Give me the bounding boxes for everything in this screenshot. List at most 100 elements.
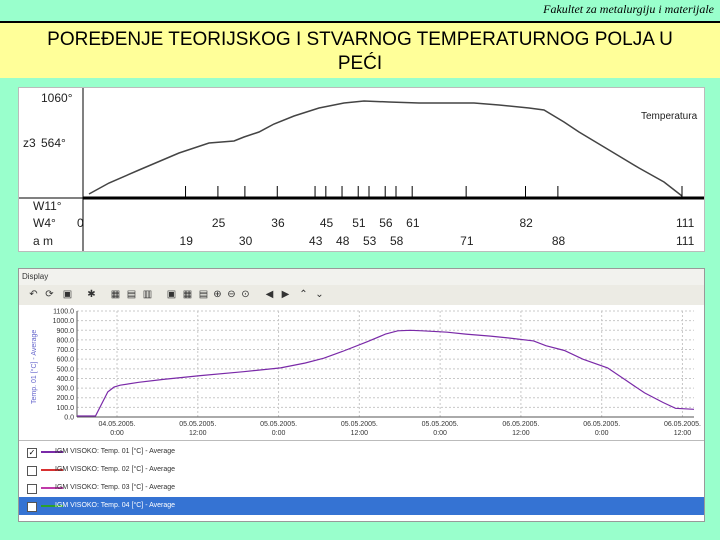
y-tick-label-7: 400.0 <box>56 376 74 383</box>
w11-position-1: 25 <box>211 216 226 230</box>
legend-checkbox-temp01[interactable]: ✓ <box>27 448 37 458</box>
save-icon[interactable]: ▣ <box>62 289 73 300</box>
theoretical-temperature-figure: 1060° z3 564° Temperatura W11° W4° a m 0… <box>18 87 705 252</box>
refresh-icon[interactable]: ⟳ <box>45 289 54 300</box>
page-title: POREĐENJE TEORIJSKOG I STVARNOG TEMPERAT… <box>0 28 720 76</box>
legend-checkbox-temp04[interactable] <box>27 502 37 512</box>
x-tick-date-4: 05.05.2005. <box>422 421 459 428</box>
row-label-w11: W11° <box>33 199 62 213</box>
zoom-in-icon[interactable]: ⊕ <box>213 289 222 300</box>
x-tick-time-4: 0:00 <box>433 430 447 437</box>
x-tick-date-1: 05.05.2005. <box>179 421 216 428</box>
title-line-2: PEĆI <box>337 53 383 74</box>
w11-position-6: 61 <box>406 216 420 230</box>
legend-checkbox-temp02[interactable] <box>27 466 37 476</box>
measured-temperature-chart: Temp. 01 [°C] - Average 1100.0 1000.0 900.0… <box>30 309 701 438</box>
legend-label-temp02: IGM VISOKO: Temp. 02 [°C] - Average <box>55 466 176 473</box>
w11-position-8: 111 <box>676 216 695 230</box>
arrow-left-icon[interactable]: ◀ <box>265 289 274 300</box>
x-tick-time-5: 12:00 <box>512 430 530 437</box>
y-tick-label-1: 1000.0 <box>53 318 75 325</box>
y-tick-label-4: 700.0 <box>56 347 74 354</box>
window-icon[interactable]: ▣ <box>166 289 177 300</box>
w11-position-3: 45 <box>319 216 334 230</box>
arrow-right-icon[interactable]: ▶ <box>281 289 290 300</box>
header-divider <box>0 21 720 23</box>
window-title: Display <box>22 272 49 281</box>
am-position-1: 30 <box>238 234 253 248</box>
tools-icon[interactable]: ✱ <box>87 289 96 300</box>
legend-label-temp04: IGM VISOKO: Temp. 04 [°C] - Average <box>55 502 176 509</box>
legend-row-temp01[interactable]: ✓ IGM VISOKO: Temp. 01 [°C] - Average <box>19 443 704 461</box>
y-tick-label-9: 200.0 <box>56 395 74 402</box>
undo-icon[interactable]: ↶ <box>29 289 38 300</box>
table-icon[interactable]: ▤ <box>126 289 137 300</box>
curve-name-label: Temperatura <box>641 111 698 122</box>
x-tick-date-7: 06.05.2005. <box>664 421 701 428</box>
legend-row-temp04[interactable]: IGM VISOKO: Temp. 04 [°C] - Average <box>19 497 704 515</box>
legend-swatch-temp01 <box>41 451 63 453</box>
chevron-up-icon[interactable]: ⌃ <box>299 289 308 300</box>
x-tick-time-7: 12:00 <box>674 430 692 437</box>
am-position-5: 58 <box>389 234 404 248</box>
y-tick-label-5: 600.0 <box>56 357 74 364</box>
layout-icon[interactable]: ▦ <box>182 289 193 300</box>
plot-area: Temp. 01 [°C] - Average 1100.0 1000.0 900.0… <box>19 305 704 440</box>
title-line-1: POREĐENJE TEORIJSKOG I STVARNOG TEMPERAT… <box>47 29 673 50</box>
legend-checkbox-temp03[interactable] <box>27 484 37 494</box>
legend-swatch-temp04 <box>41 505 63 507</box>
legend-row-temp03[interactable]: IGM VISOKO: Temp. 03 [°C] - Average <box>19 479 704 497</box>
theoretical-temperature-curve <box>88 100 683 197</box>
chart-icon[interactable]: ▥ <box>142 289 153 300</box>
zoom-fit-icon[interactable]: ⊙ <box>241 289 250 300</box>
title-banner <box>0 23 720 78</box>
w11-position-0: 0 <box>77 216 84 230</box>
top-value-label: 1060° <box>41 91 73 105</box>
y-axis-label: Temp. 01 [°C] - Average <box>30 330 38 404</box>
zoom-out-icon[interactable]: ⊖ <box>227 289 236 300</box>
am-position-2: 43 <box>309 234 323 248</box>
y-tick-label-3: 800.0 <box>56 337 74 344</box>
y-tick-label-10: 100.0 <box>56 405 74 412</box>
x-tick-time-6: 0:00 <box>595 430 609 437</box>
z3-label: z3 <box>23 136 36 150</box>
legend-label-temp01: IGM VISOKO: Temp. 01 [°C] - Average <box>55 448 176 455</box>
w11-position-2: 36 <box>271 216 285 230</box>
w11-position-7: 82 <box>519 216 533 230</box>
page-subtitle: Fakultet za metalurgiju i materijale <box>543 2 714 16</box>
y-tick-label-11: 0.0 <box>64 415 74 422</box>
grid-icon[interactable]: ▦ <box>110 289 121 300</box>
print-icon[interactable]: ▤ <box>198 289 209 300</box>
legend-swatch-temp03 <box>41 487 63 489</box>
x-tick-time-3: 12:00 <box>351 430 369 437</box>
legend-label-temp03: IGM VISOKO: Temp. 03 [°C] - Average <box>55 484 176 491</box>
am-position-6: 71 <box>460 234 474 248</box>
y-tick-label-2: 900.0 <box>56 328 74 335</box>
series-line-temp01 <box>77 329 695 417</box>
row-label-am: a m <box>33 234 54 248</box>
x-tick-date-3: 05.05.2005. <box>341 421 378 428</box>
am-position-7: 88 <box>551 234 566 248</box>
x-tick-date-2: 05.05.2005. <box>260 421 297 428</box>
mid-value-label: 564° <box>41 136 66 150</box>
am-position-3: 48 <box>336 234 350 248</box>
legend-row-temp02[interactable]: IGM VISOKO: Temp. 02 [°C] - Average <box>19 461 704 479</box>
am-position-4: 53 <box>363 234 377 248</box>
x-tick-date-5: 06.05.2005. <box>502 421 539 428</box>
y-tick-label-8: 300.0 <box>56 386 74 393</box>
x-tick-date-6: 06.05.2005. <box>583 421 620 428</box>
x-tick-time-0: 0:00 <box>110 430 124 437</box>
theoretical-curve-svg <box>19 88 704 251</box>
x-tick-time-1: 12:00 <box>189 430 207 437</box>
w11-position-4: 51 <box>352 216 366 230</box>
x-tick-time-2: 0:00 <box>272 430 286 437</box>
am-position-8: 111 <box>676 234 695 248</box>
am-position-0: 19 <box>179 234 193 248</box>
y-tick-label-0: 1100.0 <box>53 309 74 316</box>
chevron-down-icon[interactable]: ⌄ <box>315 289 324 300</box>
legend-swatch-temp02 <box>41 469 63 471</box>
row-label-w4: W4° <box>33 216 56 230</box>
x-tick-date-0: 04.05.2005. <box>99 421 136 428</box>
toolbar: ↶ ⟳ ▣ ✱ ▦ ▤ ▥ ▣ ▦ ▤ ⊕ ⊖ ⊙ ◀ ▶ ⌃ ⌄ <box>19 285 704 306</box>
w11-position-5: 56 <box>379 216 393 230</box>
